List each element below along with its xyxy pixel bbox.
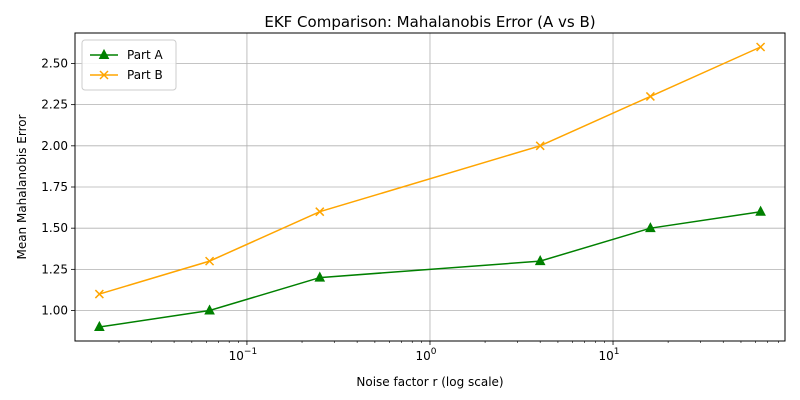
marker-x-stroke — [99, 70, 109, 80]
marker-x — [315, 207, 325, 217]
x-tick-label: 100 — [415, 347, 436, 363]
legend: Part A Part B — [81, 39, 177, 91]
x-tick-label: 101 — [599, 347, 620, 363]
marker-x-stroke — [315, 207, 325, 217]
marker-x-stroke — [756, 42, 766, 52]
series-line — [99, 46, 761, 295]
y-tick-label: 1.50 — [41, 221, 68, 235]
marker-triangle — [98, 48, 110, 59]
legend-item: Part B — [90, 68, 163, 82]
y-axis: 1.00 1.25 1.50 1.75 2.00 2.25 2.50 — [41, 56, 75, 318]
marker-triangle — [94, 320, 105, 331]
marker-triangle — [204, 304, 215, 315]
marker-x — [94, 289, 104, 299]
marker-x-stroke — [205, 256, 215, 266]
marker-triangle — [314, 271, 326, 282]
marker-x — [756, 42, 766, 52]
marker-triangle — [645, 222, 656, 233]
series-part-b — [94, 42, 766, 299]
marker-x-stroke — [645, 91, 655, 101]
y-tick-label: 2.00 — [41, 139, 68, 153]
y-tick-label: 1.25 — [41, 262, 68, 276]
marker-triangle — [534, 255, 546, 266]
marker-x-stroke — [535, 141, 545, 151]
legend-label: Part B — [127, 68, 163, 82]
x-axis: 10−1 100 101 — [118, 341, 779, 363]
series-part-a — [94, 205, 766, 331]
marker-x — [205, 256, 215, 266]
legend-label: Part A — [127, 48, 164, 62]
marker-x — [645, 91, 655, 101]
y-axis-label: Mean Mahalanobis Error — [15, 114, 29, 259]
marker-x-stroke — [94, 289, 104, 299]
marker-x — [99, 70, 109, 80]
y-tick-label: 1.00 — [41, 304, 68, 318]
x-tick-label: 10−1 — [229, 347, 258, 363]
marker-triangle — [755, 205, 766, 216]
y-tick-label: 2.25 — [41, 98, 68, 112]
legend-item: Part A — [90, 48, 164, 62]
chart-title: EKF Comparison: Mahalanobis Error (A vs … — [264, 13, 595, 31]
x-axis-label: Noise factor r (log scale) — [356, 375, 503, 389]
marker-x — [535, 141, 545, 151]
grid — [75, 33, 785, 341]
y-tick-label: 1.75 — [41, 180, 68, 194]
series-layer — [94, 42, 766, 331]
series-line — [99, 210, 761, 328]
y-tick-label: 2.50 — [41, 56, 68, 70]
